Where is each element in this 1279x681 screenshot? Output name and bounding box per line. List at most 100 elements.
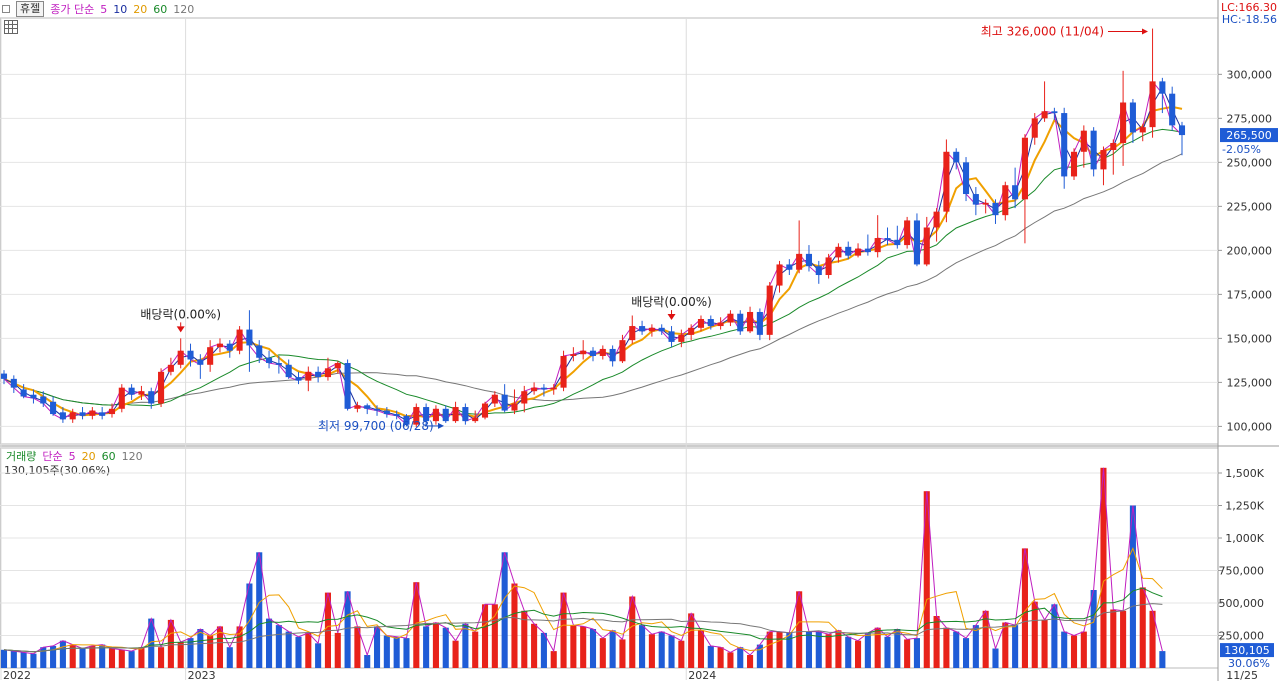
candle <box>216 343 224 348</box>
candle <box>717 322 724 327</box>
volume-tick-label: 1,500K <box>1225 467 1264 480</box>
candle <box>855 248 862 256</box>
candle <box>1051 111 1058 114</box>
volume-bar <box>266 618 273 668</box>
candle <box>805 253 813 267</box>
high-annotation: 최고 326,000 (11/04) <box>981 25 1104 39</box>
candle <box>668 331 675 342</box>
volume-bar <box>1002 622 1009 668</box>
candle <box>648 327 655 332</box>
volume-bar <box>864 632 871 668</box>
candle <box>138 391 145 395</box>
low-arrow-icon <box>438 422 444 429</box>
volume-bar <box>1070 635 1078 668</box>
volume-bar <box>118 649 125 668</box>
current-volume-label: 130,105 <box>1224 644 1270 657</box>
volume-bar <box>805 631 813 668</box>
volume-bar <box>1139 587 1146 668</box>
candle <box>462 407 469 422</box>
ma-period-20: 20 <box>133 2 148 16</box>
volume-ma-line-60 <box>3 587 1163 653</box>
candle <box>511 403 518 411</box>
candle <box>962 162 970 195</box>
volume-bar <box>334 632 341 668</box>
volume-bar <box>472 631 479 668</box>
candle <box>1070 151 1078 177</box>
candle <box>1041 111 1048 119</box>
candle <box>1120 102 1127 143</box>
volume-bar <box>884 636 891 668</box>
candle <box>521 391 528 404</box>
volume-bar <box>295 636 302 668</box>
dividend-annotation: 배당락(0.00%) <box>140 307 221 321</box>
candle <box>246 329 253 346</box>
vol-ma-period-20: 20 <box>81 449 96 463</box>
volume-ma-line-120 <box>3 603 1163 653</box>
candle <box>825 257 832 276</box>
candle <box>1110 142 1117 151</box>
volume-bar <box>364 655 371 668</box>
volume-bar <box>648 634 655 668</box>
candle <box>727 313 734 323</box>
ma-period-120: 120 <box>173 2 195 16</box>
volume-bar <box>383 635 390 668</box>
volume-bar <box>570 625 577 668</box>
ma-period-10: 10 <box>113 2 128 16</box>
volume-bar <box>344 591 351 668</box>
candle <box>884 238 891 240</box>
candle <box>108 408 116 415</box>
vol-ma-period-5: 5 <box>68 449 76 463</box>
volume-bar <box>756 644 763 668</box>
candle <box>383 410 390 415</box>
volume-bar <box>1041 619 1048 668</box>
candle <box>580 350 587 355</box>
price-tick-label: 200,000 <box>1227 244 1273 257</box>
current-price-tag <box>1220 128 1278 143</box>
candle <box>423 407 430 422</box>
volume-bar <box>953 631 960 668</box>
volume-bar <box>128 651 135 668</box>
candle <box>599 348 606 356</box>
stock-name-button[interactable]: 휴젤 <box>16 1 45 17</box>
candle <box>50 401 57 415</box>
candle <box>167 364 174 372</box>
volume-bar <box>30 653 37 668</box>
price-tick-label: 250,000 <box>1227 156 1273 169</box>
candle <box>531 387 538 392</box>
volume-bar <box>177 642 184 668</box>
candle <box>324 368 331 378</box>
panel-toggle-icon[interactable] <box>2 5 10 13</box>
candle <box>472 417 479 422</box>
volume-bar <box>737 647 744 668</box>
candle <box>334 363 341 369</box>
candle <box>589 350 597 356</box>
candle <box>118 387 125 409</box>
volume-bar <box>501 552 508 668</box>
volume-bar <box>99 644 106 668</box>
candle <box>187 350 194 360</box>
volume-bar <box>894 629 901 668</box>
candle <box>697 319 705 328</box>
volume-bar <box>442 627 449 668</box>
volume-bar <box>10 651 17 668</box>
low-annotation: 최저 99,700 (06/28) <box>318 419 434 433</box>
volume-bar <box>246 583 253 668</box>
ma-period-60: 60 <box>153 2 168 16</box>
candle <box>442 408 449 422</box>
volume-bar <box>560 592 567 668</box>
candle <box>560 355 567 388</box>
volume-bar <box>403 638 410 668</box>
volume-bar <box>835 630 842 668</box>
current-change-label: -2.05% <box>1222 143 1261 156</box>
price-ma-line-60 <box>3 128 1183 415</box>
volume-bar <box>874 627 881 668</box>
volume-bar <box>432 622 439 668</box>
candle <box>904 220 911 246</box>
volume-bar <box>1129 505 1136 668</box>
volume-tick-label: 1,000K <box>1225 532 1264 545</box>
grid-icon[interactable] <box>4 20 18 34</box>
current-price-label: 265,500 <box>1226 129 1272 142</box>
volume-bar <box>226 647 233 668</box>
price-tick-label: 150,000 <box>1227 332 1273 345</box>
